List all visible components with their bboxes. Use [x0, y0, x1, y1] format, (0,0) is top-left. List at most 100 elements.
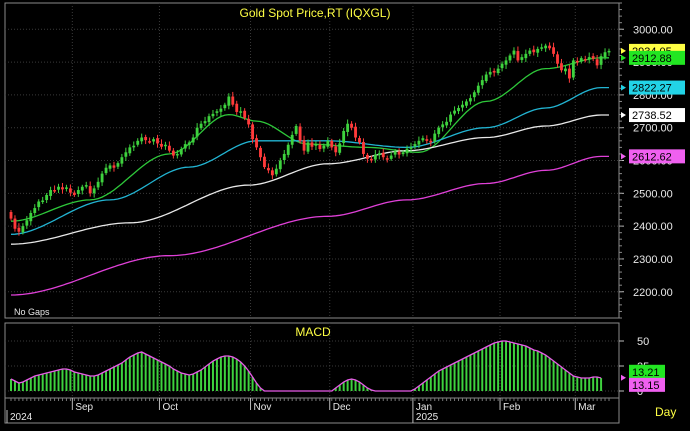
time-axis-month-label: Mar	[578, 402, 596, 413]
candle-body	[199, 123, 203, 129]
candle-body	[401, 152, 405, 155]
candle-body	[575, 60, 579, 63]
moving-average-label-4: 2612.62	[632, 151, 672, 163]
candle-body	[171, 150, 175, 156]
time-axis-year-label: 2025	[416, 412, 439, 423]
candle-body	[583, 59, 587, 61]
moving-average-label-3-pointer	[621, 112, 626, 119]
candle-body	[350, 123, 354, 128]
candle-body	[425, 139, 429, 141]
time-axis-month-label: Dec	[333, 402, 351, 413]
candle-body	[472, 92, 476, 98]
candle-body	[259, 147, 262, 158]
candle-body	[21, 226, 25, 233]
candle-body	[536, 48, 540, 53]
candle-body	[124, 152, 128, 157]
candle-body	[235, 103, 239, 112]
candle-body	[17, 227, 21, 232]
candle-body	[599, 56, 603, 65]
candle-body	[552, 47, 555, 54]
candle-body	[108, 165, 112, 169]
candle-body	[45, 194, 49, 201]
macd-value-label-1: 13.21	[632, 367, 660, 379]
candle-body	[564, 68, 567, 72]
candle-body	[187, 142, 191, 146]
candle-body	[362, 141, 365, 154]
candle-body	[354, 126, 357, 138]
candle-body	[322, 145, 326, 149]
candle-body	[61, 187, 64, 190]
time-axis-month-label: Sep	[75, 402, 93, 413]
candle-body	[330, 140, 334, 148]
candle-body	[385, 158, 389, 160]
candle-body	[441, 124, 445, 128]
candle-body	[358, 138, 361, 143]
candle-body	[148, 141, 152, 143]
candle-body	[65, 187, 68, 189]
candle-body	[195, 127, 199, 137]
candle-body	[25, 220, 29, 226]
candle-body	[100, 173, 104, 183]
price-panel: 3000.002900.002800.002700.002600.002500.…	[4, 2, 685, 319]
candle-body	[57, 186, 60, 190]
candle-body	[433, 133, 437, 142]
candle-body	[302, 140, 306, 151]
candle-body	[160, 143, 163, 147]
candle-body	[183, 144, 187, 149]
candle-body	[13, 218, 17, 229]
candle-body	[449, 114, 453, 122]
candle-body	[496, 68, 500, 74]
candle-body	[369, 158, 373, 161]
candle-body	[480, 80, 484, 86]
candle-body	[595, 59, 599, 66]
candle-body	[203, 121, 207, 124]
candle-body	[310, 142, 314, 147]
candle-body	[294, 126, 298, 134]
candle-body	[334, 146, 338, 153]
candle-body	[571, 60, 575, 78]
candle-body	[243, 110, 247, 118]
candle-body	[591, 56, 595, 59]
candle-body	[508, 55, 512, 61]
candle-body	[579, 58, 583, 62]
candle-body	[80, 186, 84, 191]
moving-average-label-4-bg	[629, 149, 685, 164]
candle-body	[282, 153, 286, 161]
candle-body	[116, 163, 120, 167]
macd-title: MACD	[295, 325, 331, 339]
candle-body	[128, 147, 132, 154]
macd-value-label-2: 13.15	[632, 380, 660, 392]
candle-body	[231, 96, 235, 105]
moving-average-label-2: 2822.27	[632, 83, 672, 95]
moving-average-label-2-pointer	[621, 84, 626, 91]
candle-body	[306, 142, 310, 152]
no-gaps-annotation: No Gaps	[14, 307, 50, 317]
candle-body	[500, 63, 504, 69]
candle-body	[223, 104, 227, 109]
candle-body	[278, 160, 282, 170]
candle-body	[112, 165, 116, 168]
candle-body	[389, 155, 393, 159]
candle-body	[365, 154, 369, 159]
candle-body	[33, 208, 37, 213]
candle-body	[219, 108, 223, 112]
candle-body	[266, 168, 270, 171]
candle-body	[290, 134, 294, 145]
candle-body	[9, 212, 13, 219]
candle-body	[251, 124, 255, 140]
candle-body	[540, 47, 544, 49]
candle-body	[314, 144, 318, 146]
candle-body	[227, 96, 231, 106]
candle-body	[53, 190, 56, 192]
candle-body	[37, 201, 41, 208]
candle-body	[191, 137, 195, 143]
candle-body	[429, 140, 433, 143]
candle-body	[132, 145, 136, 148]
candle-body	[136, 140, 140, 145]
macd-value-label-2-bg	[629, 377, 665, 392]
candle-body	[437, 127, 441, 135]
candle-body	[346, 123, 350, 132]
